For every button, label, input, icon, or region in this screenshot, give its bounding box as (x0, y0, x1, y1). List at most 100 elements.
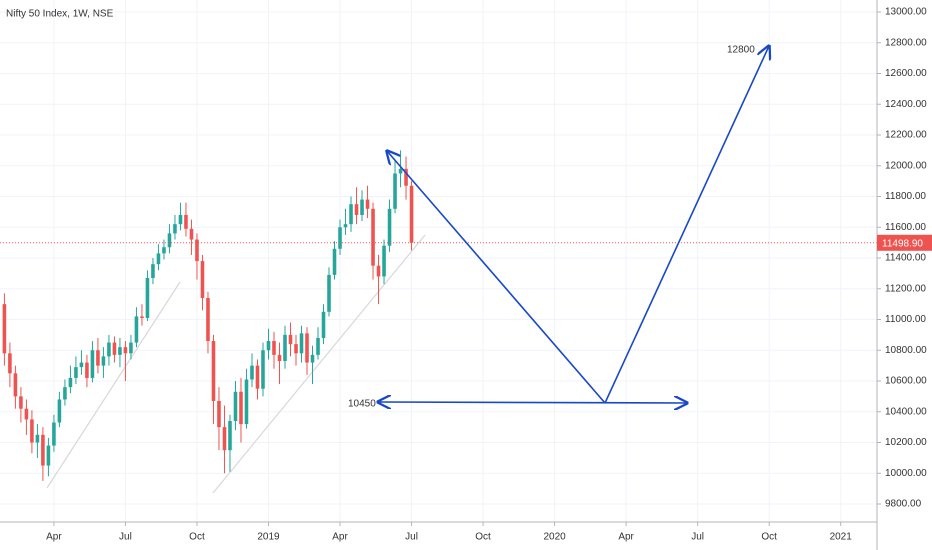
candle-body (57, 399, 62, 423)
candle-body (283, 334, 287, 362)
candle-body (162, 247, 166, 254)
candle-body (30, 419, 34, 443)
candle-body (343, 224, 348, 228)
candle-body (195, 239, 199, 262)
candle-body (393, 173, 397, 209)
y-tick-label: 11600.00 (885, 222, 926, 233)
candle-body (316, 337, 320, 355)
drawings (378, 46, 769, 403)
candle-body (310, 354, 315, 363)
candle-body (228, 420, 232, 451)
last-price-label: 11498.90 (882, 238, 923, 249)
candle-body (360, 199, 364, 215)
y-tick-label: 12600.00 (885, 68, 927, 79)
candle-body (266, 341, 271, 351)
candle-body (387, 208, 392, 246)
candle-body (118, 347, 122, 355)
candle-body (184, 214, 188, 229)
x-tick-label: Oct (761, 532, 777, 543)
y-tick-label: 11200.00 (885, 283, 926, 294)
candle-body (321, 311, 326, 338)
candle-body (46, 445, 51, 466)
x-tick-label: 2020 (543, 532, 566, 543)
candle-body (409, 185, 414, 243)
candle-body (8, 353, 12, 374)
candle-body (178, 214, 183, 225)
candle-body (96, 350, 100, 366)
candle-body (112, 342, 117, 355)
x-tick-label: Oct (189, 532, 205, 543)
x-tick-label: Apr (46, 532, 62, 543)
candle-body (277, 354, 282, 362)
candle-body (294, 344, 298, 354)
candle-body (398, 168, 403, 174)
y-tick-label: 10000.00 (885, 468, 927, 479)
candle-body (140, 316, 144, 318)
y-tick-label: 10600.00 (885, 376, 927, 387)
y-tick-label: 10400.00 (885, 406, 927, 417)
candle-body (305, 333, 309, 363)
y-tick-label: 12400.00 (885, 99, 927, 110)
candle-body (68, 377, 73, 388)
candle-body (217, 400, 221, 428)
candle-body (365, 199, 370, 209)
candle-body (145, 277, 150, 318)
y-tick-label: 11400.00 (885, 253, 926, 264)
x-axis-bg (0, 522, 877, 550)
x-tick-label: Jul (405, 532, 418, 543)
candle-body (19, 396, 23, 409)
candle-body (13, 373, 18, 397)
candle-body (211, 341, 216, 401)
y-tick-label: 13000.00 (885, 7, 927, 18)
candle-body (299, 333, 304, 354)
candle-body (123, 347, 128, 354)
y-tick-label: 11800.00 (885, 191, 926, 202)
candle-body (41, 434, 45, 466)
candle-body (404, 168, 408, 186)
candle-body (85, 362, 89, 378)
candle-body (156, 253, 161, 265)
candle-body (332, 248, 337, 275)
candle-body (382, 245, 386, 277)
candle-body (200, 261, 205, 298)
candle-body (134, 316, 139, 343)
y-tick-label: 9800.00 (885, 499, 922, 510)
candle-body (261, 350, 265, 389)
candle-body (107, 342, 111, 357)
annotation: 12800 (727, 45, 755, 56)
candle-body (288, 334, 293, 345)
candle-body (376, 265, 381, 277)
candle-body (63, 387, 67, 400)
candle-body (255, 365, 260, 389)
candle-body (24, 408, 29, 420)
candle-body (222, 427, 227, 451)
candle-body (35, 434, 40, 443)
candle-body (338, 227, 342, 249)
candle-body (189, 228, 194, 240)
x-tick-label: Oct (475, 532, 491, 543)
candle-body (327, 274, 331, 312)
y-tick-label: 10800.00 (885, 345, 927, 356)
candle-body (354, 204, 359, 215)
y-axis-bg (877, 0, 932, 550)
x-tick-label: Apr (618, 532, 634, 543)
x-tick-label: Jul (119, 532, 132, 543)
candle-body (2, 304, 7, 354)
candle-body (79, 362, 84, 368)
x-tick-label: Apr (332, 532, 348, 543)
chart-title: Nifty 50 Index, 1W, NSE (6, 9, 114, 20)
candle-body (151, 264, 155, 278)
y-tick-label: 12000.00 (885, 160, 927, 171)
y-tick-label: 10200.00 (885, 437, 927, 448)
candle-body (233, 391, 238, 421)
candle-body (250, 365, 254, 380)
y-tick-label: 12800.00 (885, 37, 927, 48)
candle-body (244, 379, 249, 425)
x-tick-label: Jul (691, 532, 704, 543)
x-tick-label: 2021 (830, 532, 853, 543)
candle-body (272, 341, 276, 355)
candle-body (74, 367, 78, 378)
annotation: 10450 (348, 399, 376, 410)
candle-body (173, 224, 177, 234)
